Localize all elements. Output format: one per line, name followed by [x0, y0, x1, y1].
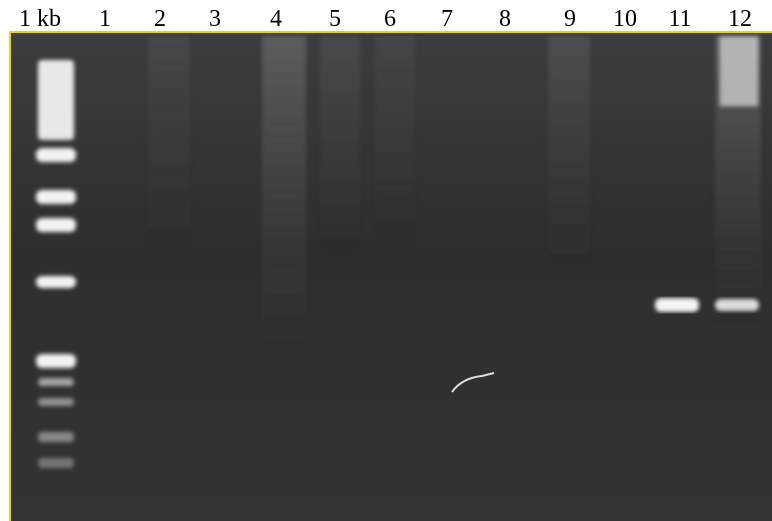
artifact	[451, 372, 495, 393]
lane-label: 10	[613, 6, 637, 32]
lane-label: 3	[209, 6, 221, 32]
lane-label: 4	[270, 6, 282, 32]
lane-label: 6	[384, 6, 396, 32]
lane-label: 11	[668, 6, 691, 32]
lane-labels: 1 kb 1 2 3 4 5 6 7 8 9 10 11 12	[19, 6, 752, 32]
ladder	[36, 60, 76, 468]
gel-border	[9, 31, 772, 521]
lane-label: 8	[499, 6, 511, 32]
lane-label: 5	[329, 6, 341, 32]
lane-label: 2	[154, 6, 166, 32]
sample-bands	[655, 298, 759, 312]
lane-label: 1	[99, 6, 111, 32]
lane-label: 12	[728, 6, 752, 32]
lane-label: 1 kb	[19, 6, 61, 32]
lane-smears	[148, 36, 761, 356]
lane-label: 7	[441, 6, 453, 32]
lane-label: 9	[564, 6, 576, 32]
